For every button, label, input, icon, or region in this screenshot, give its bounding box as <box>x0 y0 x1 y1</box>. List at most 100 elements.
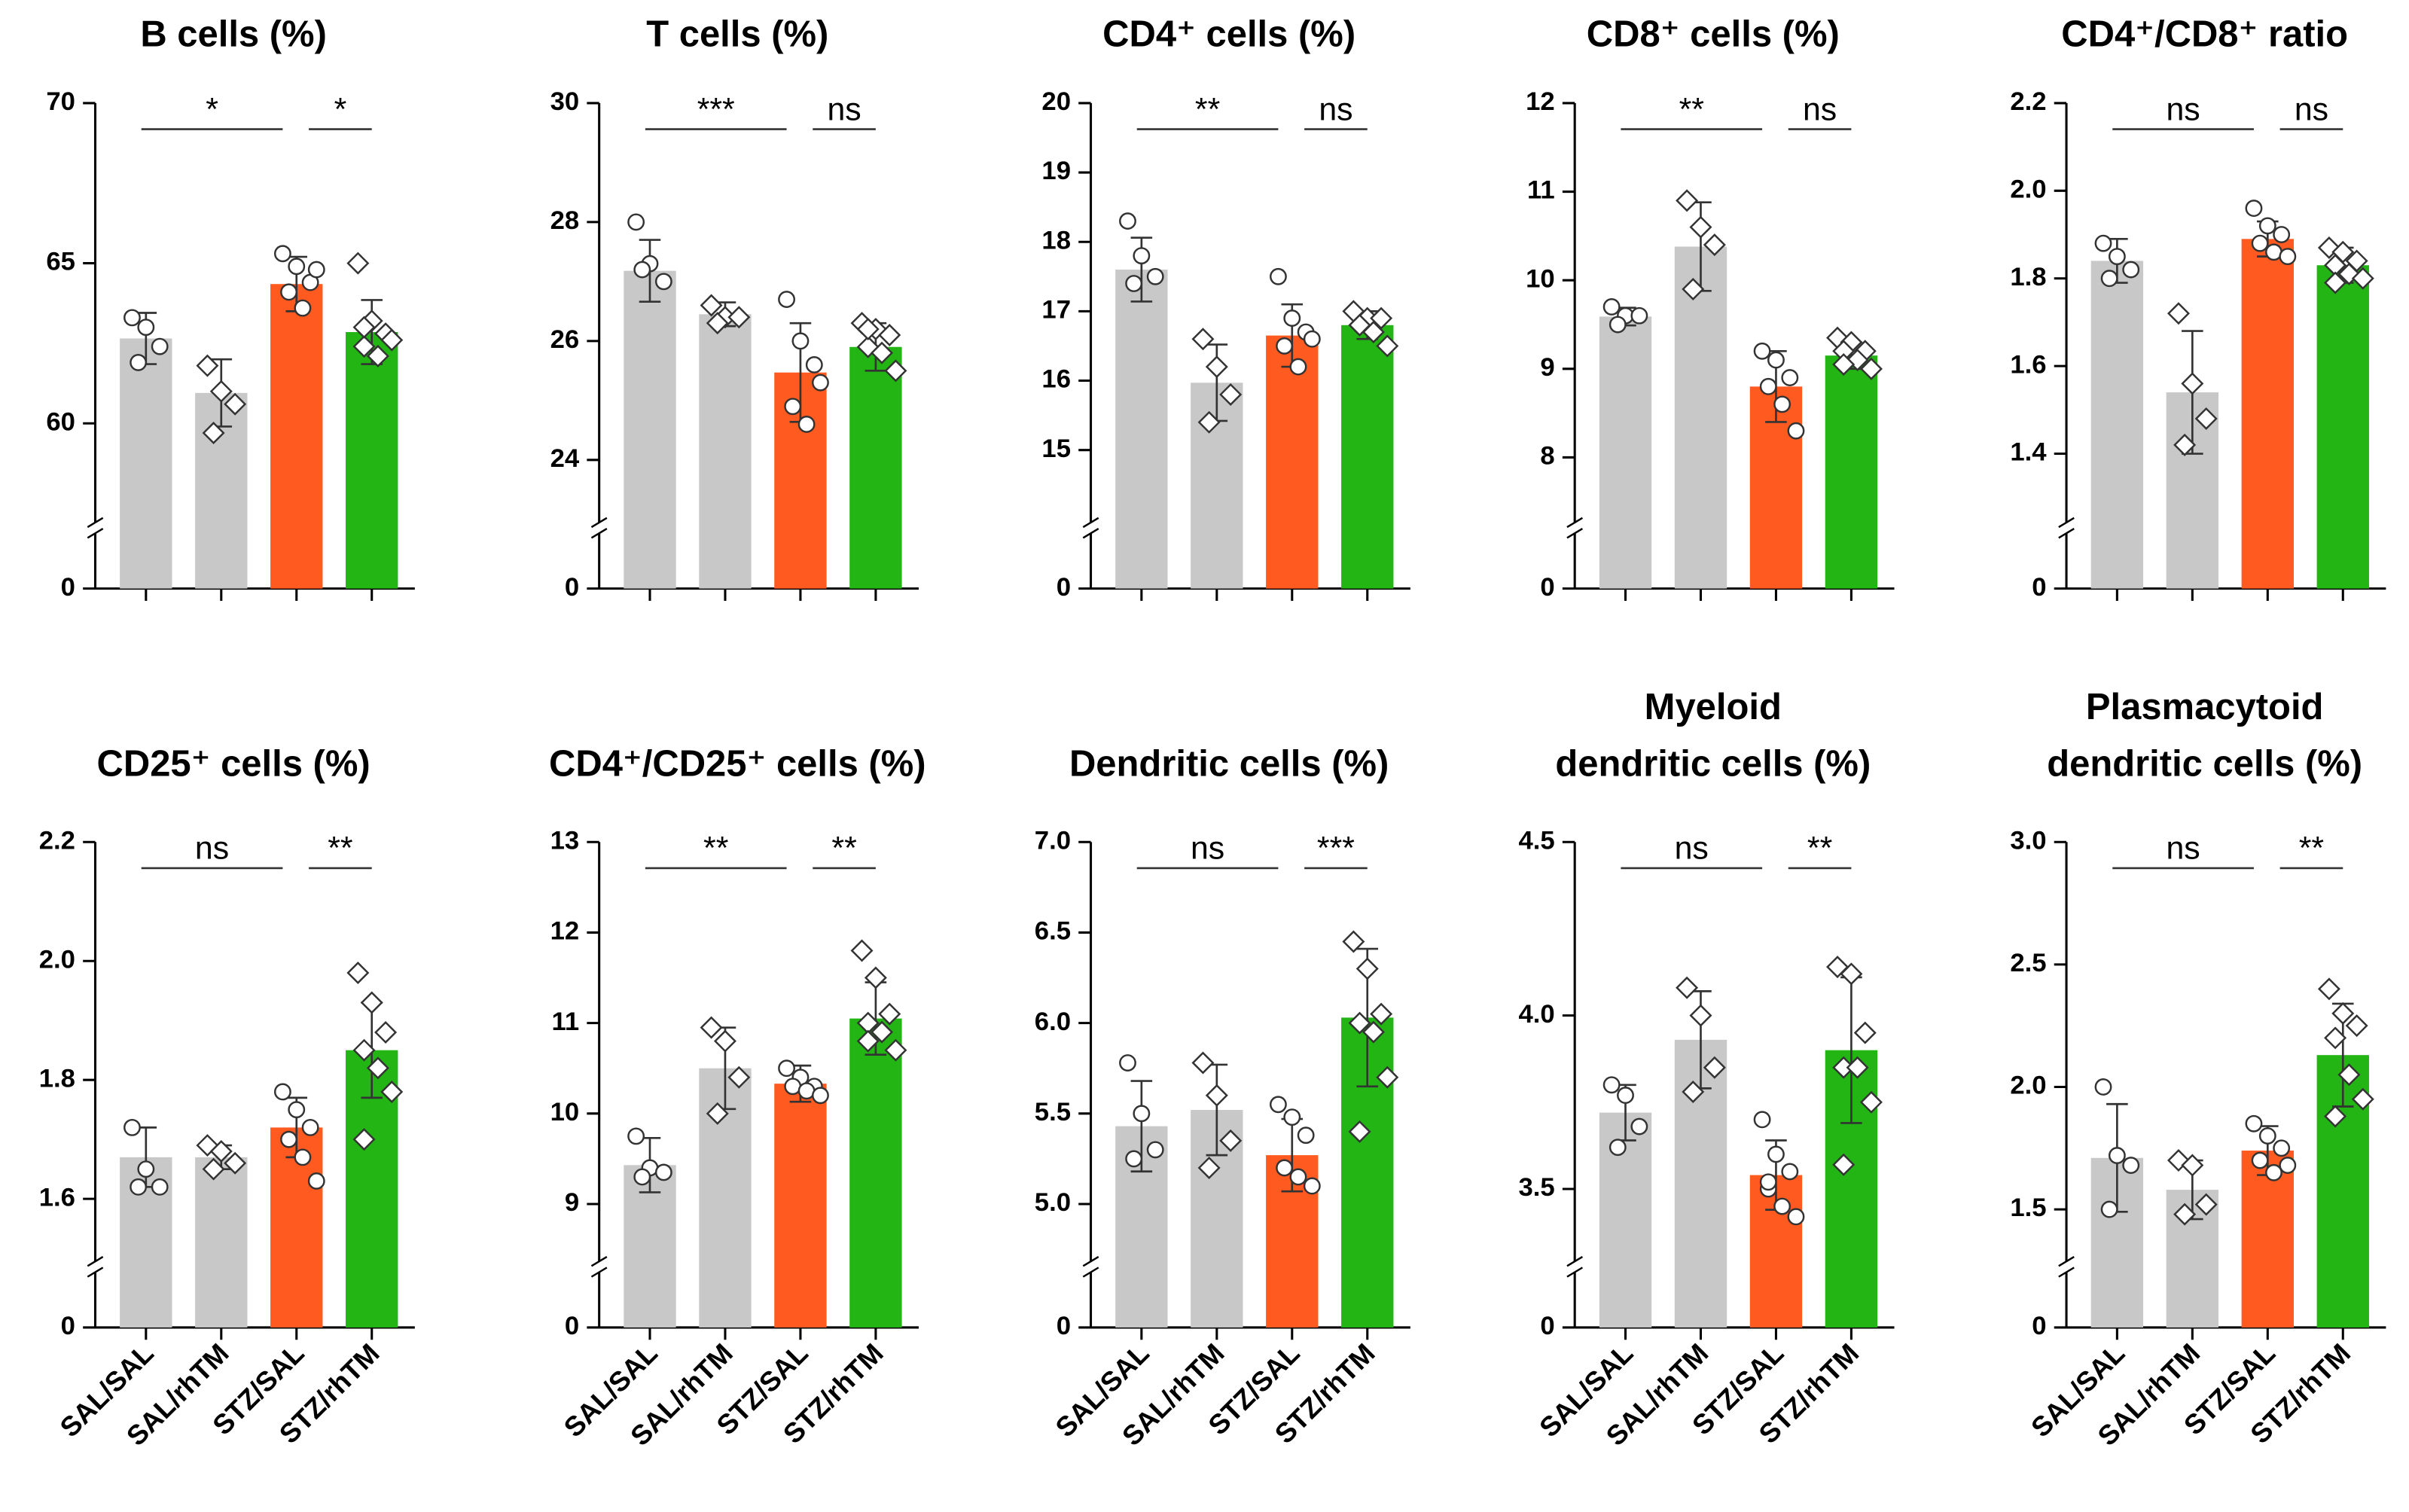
data-point <box>2251 234 2269 252</box>
data-point <box>1753 342 1771 360</box>
bar <box>1341 325 1394 589</box>
data-point <box>352 316 376 339</box>
axis-break <box>87 517 104 529</box>
y-tick-label: 19 <box>1041 157 1071 185</box>
data-point <box>2100 1200 2118 1218</box>
data-point <box>196 1134 219 1157</box>
data-point <box>700 1016 723 1039</box>
data-point <box>346 251 370 275</box>
axis-break-gap <box>86 1261 105 1273</box>
data-point <box>2181 372 2204 395</box>
data-point <box>856 335 880 358</box>
data-point <box>301 1118 319 1136</box>
axis-break-gap <box>1081 522 1100 534</box>
data-point <box>2258 217 2276 235</box>
data-point <box>812 373 829 392</box>
data-point <box>2324 1026 2347 1050</box>
chart-title: dendritic cells (%) <box>1555 744 1871 785</box>
data-point <box>2100 270 2118 288</box>
y-tick-label: 16 <box>1041 365 1071 394</box>
y-tick-label: 17 <box>1041 296 1071 325</box>
data-point <box>1676 976 1699 999</box>
significance-label: ns <box>195 831 229 867</box>
data-point <box>273 245 291 263</box>
y-tick-label: 0 <box>565 573 579 602</box>
y-tick-label: 0 <box>61 573 75 602</box>
data-point <box>1191 1051 1215 1075</box>
data-point <box>307 1172 325 1190</box>
y-tick-label: 12 <box>1526 87 1555 116</box>
data-point <box>288 258 306 276</box>
y-tick-label: 1.5 <box>2010 1193 2046 1222</box>
data-point <box>1205 355 1228 379</box>
bar <box>849 346 902 589</box>
bar <box>1115 270 1168 589</box>
data-point <box>713 1029 736 1053</box>
significance-label: ns <box>2295 91 2328 127</box>
data-point <box>352 1038 376 1062</box>
axis-break <box>87 528 104 539</box>
data-point <box>1289 358 1307 376</box>
data-point <box>1270 1096 1287 1114</box>
data-point <box>2245 200 2263 218</box>
data-point <box>1125 1150 1143 1168</box>
data-point <box>1348 1011 1371 1035</box>
data-point <box>2094 1078 2112 1096</box>
data-point <box>374 1021 398 1044</box>
data-point <box>2173 433 2197 456</box>
data-point <box>633 1168 651 1186</box>
y-tick-label: 70 <box>46 87 75 116</box>
y-tick-label: 28 <box>550 206 580 235</box>
y-tick-label: 2.5 <box>2010 949 2046 977</box>
axis-break <box>590 1256 608 1267</box>
y-tick-label: 1.8 <box>2010 263 2046 291</box>
y-tick-label: 15 <box>1041 434 1071 463</box>
panel: Dendritic cells (%)05.05.56.06.57.0SAL/S… <box>1035 744 1410 1452</box>
data-point <box>1703 1056 1726 1079</box>
data-point <box>130 353 148 371</box>
data-point <box>1781 369 1799 387</box>
data-point <box>2331 1001 2355 1025</box>
data-point <box>805 356 823 373</box>
data-point <box>288 1101 306 1119</box>
data-point <box>1617 1087 1634 1105</box>
y-tick-label: 7.0 <box>1035 826 1071 855</box>
y-tick-label: 1.6 <box>39 1183 75 1212</box>
data-point <box>2273 226 2291 243</box>
data-point <box>2194 407 2218 430</box>
bar <box>346 332 398 589</box>
data-point <box>1682 277 1705 300</box>
data-point <box>1370 306 1393 330</box>
significance-label: *** <box>1317 831 1355 867</box>
data-point <box>1289 1168 1307 1186</box>
bar <box>1674 246 1727 589</box>
axis-break-gap <box>590 522 608 534</box>
data-point <box>123 309 141 327</box>
data-point <box>380 328 404 352</box>
y-tick-label: 2.0 <box>39 945 75 974</box>
data-point <box>1283 1108 1301 1126</box>
y-tick-label: 5.5 <box>1035 1098 1071 1126</box>
data-point <box>2279 1157 2297 1174</box>
panel: B cells (%) 0 60 65 70 * * <box>46 14 415 602</box>
y-tick-label: 0 <box>61 1312 75 1340</box>
data-point <box>864 966 887 989</box>
y-tick-label: 3.0 <box>2010 826 2046 855</box>
data-point <box>366 1056 389 1080</box>
significance-label: ** <box>328 831 352 867</box>
y-tick-label: 0 <box>565 1312 579 1340</box>
data-point <box>2351 1087 2374 1111</box>
bar <box>1266 335 1319 589</box>
y-tick-label: 0 <box>1540 573 1554 602</box>
data-point <box>884 1038 907 1062</box>
data-point <box>352 1128 376 1151</box>
data-point <box>1676 189 1699 212</box>
bar <box>1599 316 1652 589</box>
data-point <box>380 1080 404 1103</box>
bar <box>624 270 676 589</box>
data-point <box>2317 236 2340 259</box>
y-tick-label: 0 <box>1540 1312 1554 1340</box>
data-point <box>2324 1105 2347 1128</box>
axis-break <box>87 1256 104 1267</box>
